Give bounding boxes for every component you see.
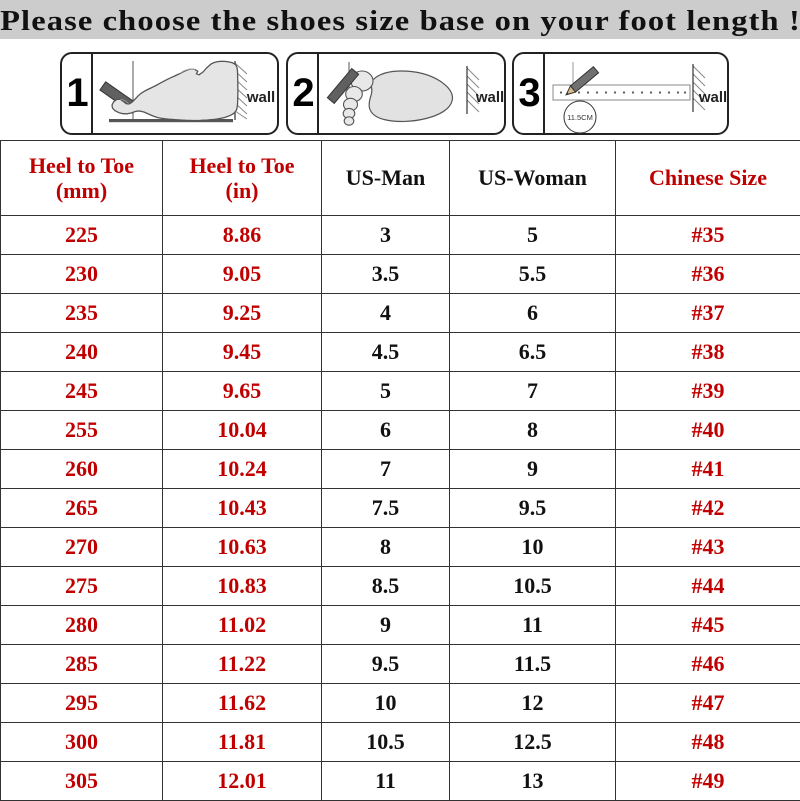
svg-text:wall: wall xyxy=(246,89,275,106)
svg-text:11.5CM: 11.5CM xyxy=(567,113,593,122)
svg-text:wall: wall xyxy=(475,89,504,106)
svg-text:wall: wall xyxy=(698,89,727,106)
